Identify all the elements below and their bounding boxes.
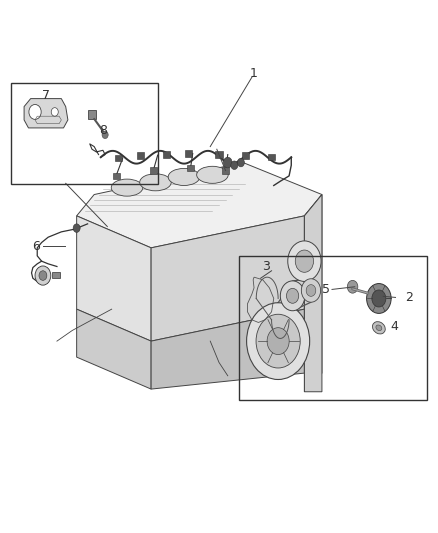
- Bar: [11, 83, 158, 184]
- Text: 4: 4: [390, 320, 398, 333]
- Ellipse shape: [372, 321, 385, 334]
- Ellipse shape: [140, 174, 171, 191]
- Ellipse shape: [168, 168, 200, 185]
- Polygon shape: [77, 216, 151, 341]
- Ellipse shape: [197, 166, 228, 183]
- Circle shape: [39, 271, 47, 280]
- Text: 1: 1: [250, 67, 258, 80]
- Circle shape: [35, 266, 51, 285]
- Text: 2: 2: [406, 291, 413, 304]
- Text: 6: 6: [32, 240, 40, 253]
- Bar: [150, 167, 157, 174]
- Circle shape: [295, 250, 314, 272]
- Bar: [242, 152, 249, 159]
- Circle shape: [301, 279, 321, 302]
- Text: 8: 8: [99, 124, 107, 137]
- Circle shape: [102, 131, 108, 139]
- Polygon shape: [24, 99, 68, 128]
- Bar: [187, 165, 194, 171]
- Bar: [239, 256, 427, 400]
- Circle shape: [51, 108, 58, 116]
- Bar: [185, 150, 192, 157]
- Bar: [222, 167, 229, 174]
- Bar: [215, 151, 223, 158]
- Circle shape: [223, 157, 232, 168]
- Circle shape: [231, 161, 238, 169]
- Circle shape: [306, 285, 316, 296]
- Circle shape: [267, 328, 289, 354]
- Polygon shape: [77, 309, 151, 389]
- Text: 3: 3: [262, 260, 270, 273]
- Bar: [52, 272, 60, 278]
- Bar: [163, 151, 170, 158]
- Circle shape: [256, 314, 300, 368]
- Text: 5: 5: [322, 283, 330, 296]
- Polygon shape: [304, 195, 322, 392]
- Ellipse shape: [376, 325, 382, 330]
- Circle shape: [73, 224, 80, 232]
- Circle shape: [237, 158, 244, 167]
- Bar: [88, 110, 96, 119]
- Circle shape: [347, 280, 358, 293]
- Text: 7: 7: [42, 90, 50, 102]
- Circle shape: [286, 288, 299, 303]
- Circle shape: [247, 303, 310, 379]
- Circle shape: [288, 241, 321, 281]
- Circle shape: [280, 281, 305, 311]
- Bar: [113, 173, 120, 179]
- Polygon shape: [77, 163, 322, 248]
- Circle shape: [367, 284, 391, 313]
- Ellipse shape: [111, 179, 143, 196]
- Circle shape: [29, 104, 41, 119]
- Polygon shape: [304, 195, 322, 392]
- Polygon shape: [151, 309, 304, 389]
- Polygon shape: [151, 216, 304, 341]
- Bar: [115, 155, 122, 161]
- Circle shape: [372, 290, 386, 307]
- Bar: [268, 154, 275, 160]
- Bar: [137, 152, 144, 159]
